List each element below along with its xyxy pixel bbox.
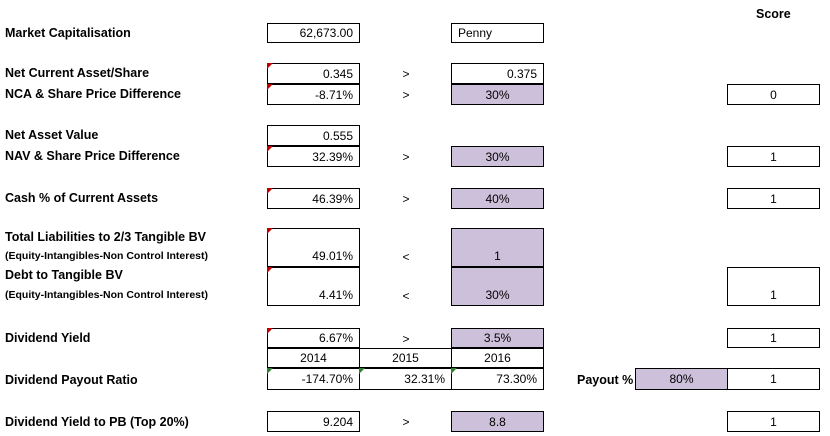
payout-2014-value[interactable]: -174.70% — [267, 368, 360, 390]
market-cap-value[interactable]: 62,673.00 — [267, 23, 360, 43]
cash-pct-operator: > — [402, 192, 410, 206]
nav-label: Net Asset Value — [5, 128, 99, 142]
debt-tbv-label: Debt to Tangible BV — [5, 268, 123, 282]
total-liab-value[interactable]: 49.01% — [267, 228, 360, 267]
div-pb-value[interactable]: 9.204 — [267, 411, 360, 432]
year-2016-header: 2016 — [451, 348, 544, 368]
debt-tbv-score[interactable]: 1 — [727, 267, 820, 306]
nca-diff-operator: > — [402, 88, 410, 102]
payout-2016-value[interactable]: 73.30% — [451, 368, 544, 390]
div-pb-score[interactable]: 1 — [727, 411, 820, 432]
total-liab-sublabel: (Equity-Intangibles-Non Control Interest… — [5, 250, 208, 262]
total-liab-label: Total Liabilities to 2/3 Tangible BV — [5, 230, 206, 244]
div-yield-threshold[interactable]: 3.5% — [451, 328, 544, 348]
div-yield-score[interactable]: 1 — [727, 328, 820, 348]
div-yield-value[interactable]: 6.67% — [267, 328, 360, 348]
div-pb-label: Dividend Yield to PB (Top 20%) — [5, 415, 189, 429]
nav-diff-score[interactable]: 1 — [727, 146, 820, 167]
nca-share-label: Net Current Asset/Share — [5, 66, 150, 80]
div-pb-operator: > — [402, 415, 410, 429]
nca-diff-label: NCA & Share Price Difference — [5, 87, 181, 101]
cash-pct-value[interactable]: 46.39% — [267, 188, 360, 209]
payout-pct-value[interactable]: 80% — [635, 368, 728, 390]
payout-score[interactable]: 1 — [727, 368, 820, 390]
cash-pct-score[interactable]: 1 — [727, 188, 820, 209]
cash-pct-threshold[interactable]: 40% — [451, 188, 544, 209]
nav-value[interactable]: 0.555 — [267, 125, 360, 146]
total-liab-operator: < — [402, 250, 410, 264]
payout-2015-value[interactable]: 32.31% — [359, 368, 452, 390]
total-liab-threshold[interactable]: 1 — [451, 228, 544, 267]
market-cap-threshold[interactable]: Penny — [451, 23, 544, 43]
div-yield-operator: > — [402, 332, 410, 346]
debt-tbv-sublabel: (Equity-Intangibles-Non Control Interest… — [5, 289, 208, 301]
market-cap-label: Market Capitalisation — [5, 26, 131, 40]
debt-tbv-threshold[interactable]: 30% — [451, 267, 544, 306]
nca-share-operator: > — [402, 67, 410, 81]
debt-tbv-operator: < — [402, 289, 410, 303]
year-2015-header: 2015 — [359, 348, 452, 368]
cash-pct-label: Cash % of Current Assets — [5, 191, 159, 205]
score-header: Score — [756, 7, 791, 21]
nca-diff-score[interactable]: 0 — [727, 84, 820, 105]
nav-diff-value[interactable]: 32.39% — [267, 146, 360, 167]
year-2014-header: 2014 — [267, 348, 360, 368]
div-yield-label: Dividend Yield — [5, 331, 91, 345]
nav-diff-threshold[interactable]: 30% — [451, 146, 544, 167]
payout-pct-label: Payout % — [577, 373, 634, 387]
debt-tbv-value[interactable]: 4.41% — [267, 267, 360, 306]
nca-share-threshold[interactable]: 0.375 — [451, 63, 544, 84]
nca-share-value[interactable]: 0.345 — [267, 63, 360, 84]
nca-diff-threshold[interactable]: 30% — [451, 84, 544, 105]
nav-diff-label: NAV & Share Price Difference — [5, 149, 180, 163]
payout-label: Dividend Payout Ratio — [5, 373, 138, 387]
nca-diff-value[interactable]: -8.71% — [267, 84, 360, 105]
div-pb-threshold[interactable]: 8.8 — [451, 411, 544, 432]
nav-diff-operator: > — [402, 150, 410, 164]
